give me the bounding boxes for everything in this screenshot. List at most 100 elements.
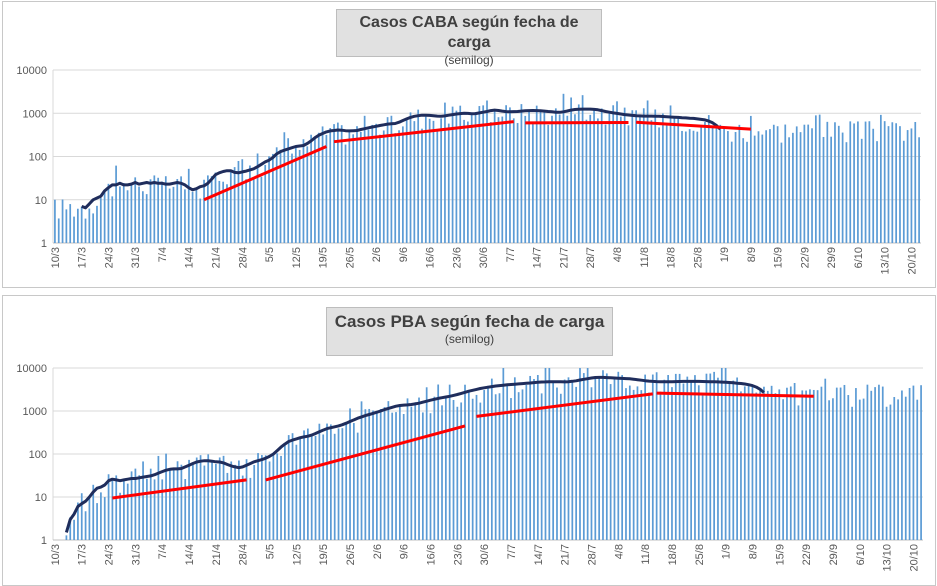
x-tick-label: 12/5 bbox=[291, 544, 303, 565]
pba-title-box: Casos PBA según fecha de carga (semilog) bbox=[326, 307, 613, 356]
x-tick-label: 14/4 bbox=[184, 544, 196, 565]
daily-bar bbox=[318, 423, 321, 540]
daily-bar bbox=[912, 385, 915, 540]
daily-bar bbox=[759, 390, 761, 540]
trend-line bbox=[112, 478, 247, 500]
x-tick-label: 23/6 bbox=[452, 544, 464, 565]
x-tick-label: 8/9 bbox=[746, 247, 758, 262]
daily-bar bbox=[483, 390, 486, 540]
daily-bar bbox=[774, 393, 777, 540]
x-tick-label: 16/6 bbox=[426, 544, 438, 565]
daily-bar bbox=[700, 125, 702, 243]
daily-bar bbox=[770, 385, 773, 540]
daily-bar bbox=[604, 124, 607, 243]
daily-bar bbox=[858, 399, 861, 540]
daily-bar bbox=[341, 428, 344, 540]
daily-bar bbox=[780, 142, 783, 243]
daily-bar bbox=[551, 115, 553, 243]
daily-bar bbox=[138, 186, 140, 243]
daily-bar bbox=[306, 146, 309, 243]
daily-bar bbox=[577, 104, 580, 243]
daily-bar bbox=[329, 128, 332, 243]
daily-bar bbox=[505, 105, 507, 243]
daily-bar bbox=[390, 115, 393, 243]
daily-bar bbox=[740, 391, 742, 540]
caba-chart: 1 10 100 1000 10000 10/3 17/3 24/3 31/3 7/4 14/4 21… bbox=[16, 65, 921, 275]
daily-bar bbox=[314, 138, 316, 243]
y-tick-label: 100 bbox=[29, 152, 47, 164]
daily-bar bbox=[642, 108, 645, 243]
daily-bar bbox=[650, 120, 653, 243]
daily-bar bbox=[694, 375, 696, 540]
daily-bar bbox=[581, 95, 584, 243]
daily-bar bbox=[77, 502, 79, 540]
x-tick-label: 21/7 bbox=[560, 544, 572, 565]
daily-bar bbox=[734, 132, 737, 243]
daily-bar bbox=[153, 479, 156, 540]
daily-bar bbox=[563, 379, 566, 540]
daily-bar bbox=[180, 176, 182, 243]
x-tick-label: 7/4 bbox=[157, 247, 169, 262]
x-tick-label: 2/6 bbox=[371, 247, 383, 262]
daily-bar bbox=[801, 390, 804, 540]
daily-bar bbox=[348, 130, 351, 243]
daily-bar bbox=[566, 115, 569, 243]
daily-bar bbox=[678, 373, 681, 540]
x-tick-label: 7/7 bbox=[505, 247, 517, 262]
x-tick-label: 10/3 bbox=[50, 247, 62, 268]
daily-bar bbox=[807, 124, 810, 243]
daily-bar bbox=[325, 134, 328, 243]
daily-bar bbox=[241, 475, 244, 540]
daily-bar bbox=[314, 435, 317, 540]
daily-bar bbox=[736, 377, 738, 540]
daily-bar bbox=[169, 468, 171, 540]
daily-bar bbox=[677, 117, 680, 243]
daily-bar bbox=[857, 121, 859, 243]
daily-bar bbox=[686, 376, 689, 540]
daily-bar bbox=[349, 408, 351, 540]
daily-bar bbox=[717, 377, 719, 540]
daily-bar bbox=[363, 115, 366, 243]
daily-bar bbox=[575, 386, 578, 540]
daily-bar bbox=[895, 123, 898, 243]
daily-bar bbox=[728, 382, 731, 540]
daily-bar bbox=[367, 129, 370, 243]
daily-bar bbox=[245, 179, 247, 243]
daily-bar bbox=[126, 190, 129, 243]
daily-bar bbox=[215, 463, 217, 540]
daily-bar bbox=[713, 371, 715, 540]
daily-bar bbox=[536, 375, 539, 540]
daily-bar bbox=[749, 115, 752, 243]
x-tick-label: 5/5 bbox=[264, 247, 276, 262]
daily-bar bbox=[818, 114, 821, 243]
daily-bar bbox=[69, 204, 72, 243]
daily-bar bbox=[180, 464, 183, 540]
daily-bar bbox=[199, 455, 202, 540]
daily-bar bbox=[100, 492, 102, 540]
daily-bar bbox=[352, 134, 355, 243]
x-tick-label: 16/6 bbox=[425, 247, 437, 268]
daily-bar bbox=[512, 118, 515, 243]
daily-bar bbox=[279, 149, 282, 243]
x-tick-label: 23/6 bbox=[451, 247, 463, 268]
daily-bar bbox=[432, 120, 435, 243]
daily-bar bbox=[826, 121, 829, 243]
daily-bar bbox=[540, 393, 543, 540]
daily-bar bbox=[851, 406, 853, 540]
daily-bar bbox=[96, 205, 98, 243]
daily-bar bbox=[291, 433, 294, 540]
daily-bar bbox=[406, 398, 409, 540]
daily-bar bbox=[809, 389, 811, 540]
daily-bar bbox=[387, 401, 390, 540]
x-tick-label: 7/7 bbox=[506, 544, 518, 559]
daily-bar bbox=[902, 140, 905, 243]
daily-bar bbox=[310, 134, 312, 243]
daily-bar bbox=[161, 479, 164, 540]
daily-bar bbox=[356, 432, 359, 540]
daily-bar bbox=[398, 130, 400, 243]
daily-bar bbox=[727, 131, 729, 243]
daily-bar bbox=[864, 121, 867, 243]
daily-bar bbox=[413, 121, 416, 243]
daily-bar bbox=[424, 116, 427, 243]
daily-bar bbox=[479, 402, 482, 540]
